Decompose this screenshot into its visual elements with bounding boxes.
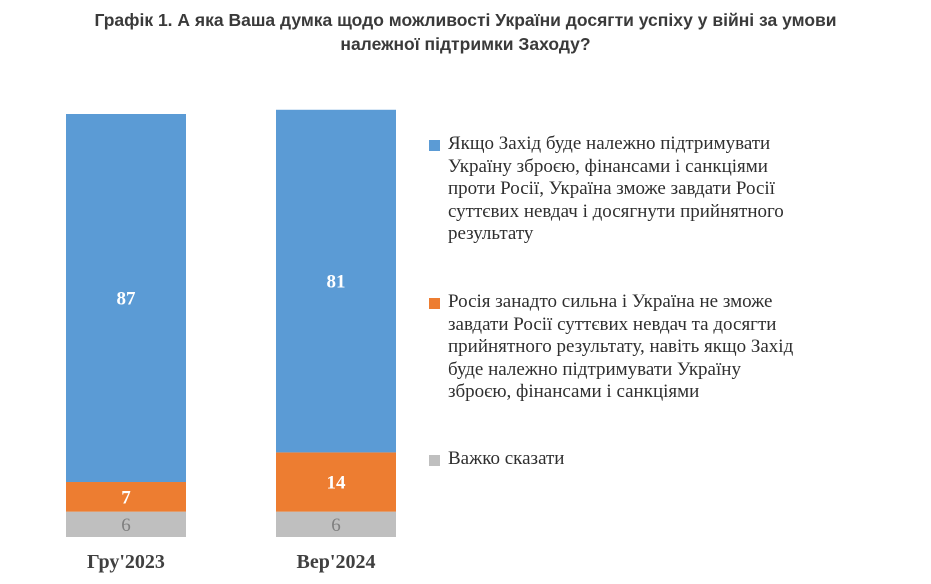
legend-line: прийнятного результату, навіть якщо Захі… xyxy=(448,336,794,357)
data-label: 6 xyxy=(121,515,131,536)
legend-label-negative: Росія занадто сильна і Україна не зможе … xyxy=(448,291,869,404)
bar-segment xyxy=(276,109,396,453)
bar-segment xyxy=(66,482,186,512)
legend-swatch-positive xyxy=(429,140,440,151)
legend-swatch-unsure xyxy=(429,455,440,466)
legend-line: зброєю, фінансами і санкціями xyxy=(448,381,700,402)
bar-segment xyxy=(276,452,396,512)
legend-item-negative: Росія занадто сильна і Україна не зможе … xyxy=(429,291,869,404)
legend-label-unsure: Важко сказати xyxy=(448,448,869,471)
data-label: 81 xyxy=(327,272,346,293)
x-axis-tick-label: Гру'2023 xyxy=(87,551,165,573)
chart-title-line-2: належної підтримки Заходу? xyxy=(340,34,591,54)
x-axis-tick-label: Вер'2024 xyxy=(297,551,376,573)
legend-line: суттєвих невдач і досягнути прийнятного xyxy=(448,200,784,222)
legend-line: завдати Росії суттєвих невдач та досягти xyxy=(448,313,777,335)
data-label: 87 xyxy=(117,289,137,310)
legend-line: Якщо Захід буде належно підтримувати xyxy=(448,133,771,154)
bar-segment xyxy=(66,511,186,537)
chart-title-line-1: Графік 1. А яка Ваша думка щодо можливос… xyxy=(94,10,837,30)
data-label: 6 xyxy=(331,515,341,536)
bar-segment xyxy=(276,511,396,537)
legend-line: Важко сказати xyxy=(448,448,565,469)
legend-item-positive: Якщо Захід буде належно підтримувати Укр… xyxy=(429,133,869,246)
legend-line: Україну зброєю, фінансами і санкціями xyxy=(448,155,768,177)
legend-label-positive: Якщо Захід буде належно підтримувати Укр… xyxy=(448,133,869,246)
legend-line: Росія занадто сильна і Україна не зможе xyxy=(448,291,773,312)
chart-title: Графік 1. А яка Ваша думка щодо можливос… xyxy=(0,8,931,56)
bar-segment xyxy=(66,114,186,483)
data-label: 7 xyxy=(121,487,131,508)
legend-line: проти Росії, Україна зможе завдати Росії xyxy=(448,178,775,199)
legend-item-unsure: Важко сказати xyxy=(429,448,869,471)
legend-swatch-negative xyxy=(429,298,440,309)
legend-line: буде належно підтримувати Україну xyxy=(448,358,741,380)
legend-line: результату xyxy=(448,223,534,244)
data-label: 14 xyxy=(327,473,347,494)
